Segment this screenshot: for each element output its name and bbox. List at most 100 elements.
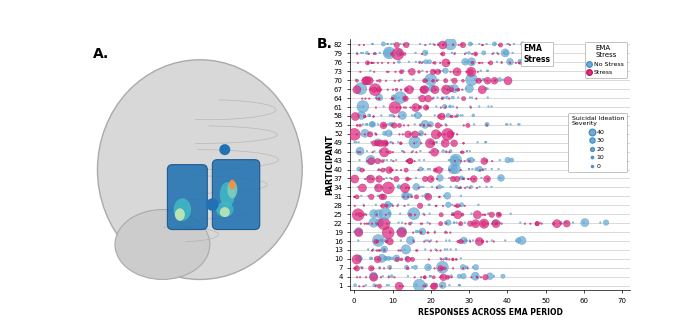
Point — [381, 175, 392, 181]
Point — [481, 41, 492, 47]
Point — [463, 166, 475, 171]
Point — [376, 87, 387, 92]
Point — [451, 257, 462, 262]
Point — [456, 41, 467, 47]
Point — [378, 41, 389, 47]
Point — [405, 193, 416, 199]
Point — [531, 221, 542, 226]
Point — [489, 274, 500, 279]
Point — [488, 239, 499, 244]
Point — [353, 212, 364, 217]
Point — [395, 229, 406, 234]
Point — [385, 140, 396, 145]
Point — [437, 95, 448, 100]
Point — [395, 238, 407, 243]
Point — [465, 104, 476, 109]
Point — [358, 284, 369, 289]
Point — [421, 59, 432, 65]
Point — [406, 69, 417, 74]
Point — [434, 114, 445, 119]
Point — [409, 141, 420, 146]
Point — [440, 87, 452, 92]
Point — [414, 229, 426, 234]
Point — [374, 96, 385, 101]
Point — [351, 123, 363, 128]
Point — [402, 157, 413, 163]
Point — [441, 256, 452, 261]
X-axis label: RESPONSES ACROSS EMA PERIOD: RESPONSES ACROSS EMA PERIOD — [418, 308, 563, 317]
Point — [448, 69, 459, 74]
Point — [381, 203, 392, 208]
Point — [386, 41, 397, 47]
Point — [438, 203, 449, 208]
Point — [383, 131, 394, 136]
Point — [414, 104, 426, 109]
Point — [464, 149, 475, 154]
Point — [395, 41, 406, 47]
Point — [437, 275, 448, 280]
Point — [440, 78, 452, 83]
Point — [461, 69, 472, 74]
Point — [416, 141, 427, 146]
Point — [407, 86, 419, 91]
Point — [440, 122, 452, 127]
Point — [508, 41, 519, 47]
Point — [412, 113, 423, 118]
Point — [416, 275, 427, 280]
Point — [595, 220, 606, 225]
Point — [376, 194, 387, 200]
Point — [475, 60, 486, 66]
Point — [493, 211, 504, 216]
Point — [374, 168, 386, 173]
Point — [466, 105, 477, 110]
Point — [399, 203, 410, 208]
Point — [466, 69, 477, 74]
Point — [414, 69, 425, 74]
Point — [395, 105, 406, 110]
Point — [381, 256, 392, 261]
Point — [419, 87, 430, 92]
Point — [449, 114, 461, 119]
Point — [483, 104, 494, 109]
Point — [440, 229, 451, 234]
Point — [372, 140, 384, 145]
Point — [480, 275, 491, 280]
Point — [500, 238, 511, 243]
Point — [463, 166, 475, 171]
Point — [396, 77, 407, 82]
Point — [406, 220, 417, 225]
Point — [458, 141, 469, 146]
Point — [428, 284, 439, 289]
Point — [395, 248, 406, 253]
Point — [444, 257, 455, 262]
Point — [435, 221, 447, 226]
Point — [491, 50, 503, 55]
Point — [470, 77, 481, 82]
Point — [363, 193, 374, 199]
Point — [363, 221, 374, 226]
Point — [402, 176, 413, 182]
Point — [503, 41, 514, 47]
Point — [389, 95, 400, 100]
Point — [438, 149, 449, 154]
Point — [370, 51, 382, 56]
Point — [354, 42, 365, 48]
Point — [436, 123, 447, 128]
Point — [379, 50, 390, 55]
Point — [349, 140, 360, 145]
Point — [393, 95, 404, 100]
Point — [439, 193, 450, 199]
Point — [360, 122, 371, 127]
Point — [463, 157, 475, 163]
Point — [489, 41, 500, 47]
Point — [466, 176, 477, 182]
Point — [426, 274, 437, 279]
Point — [398, 95, 409, 100]
Point — [365, 140, 377, 145]
Point — [456, 175, 467, 181]
Point — [361, 221, 372, 226]
Point — [358, 77, 369, 82]
Point — [410, 132, 421, 137]
Point — [449, 220, 460, 225]
Point — [415, 149, 426, 154]
